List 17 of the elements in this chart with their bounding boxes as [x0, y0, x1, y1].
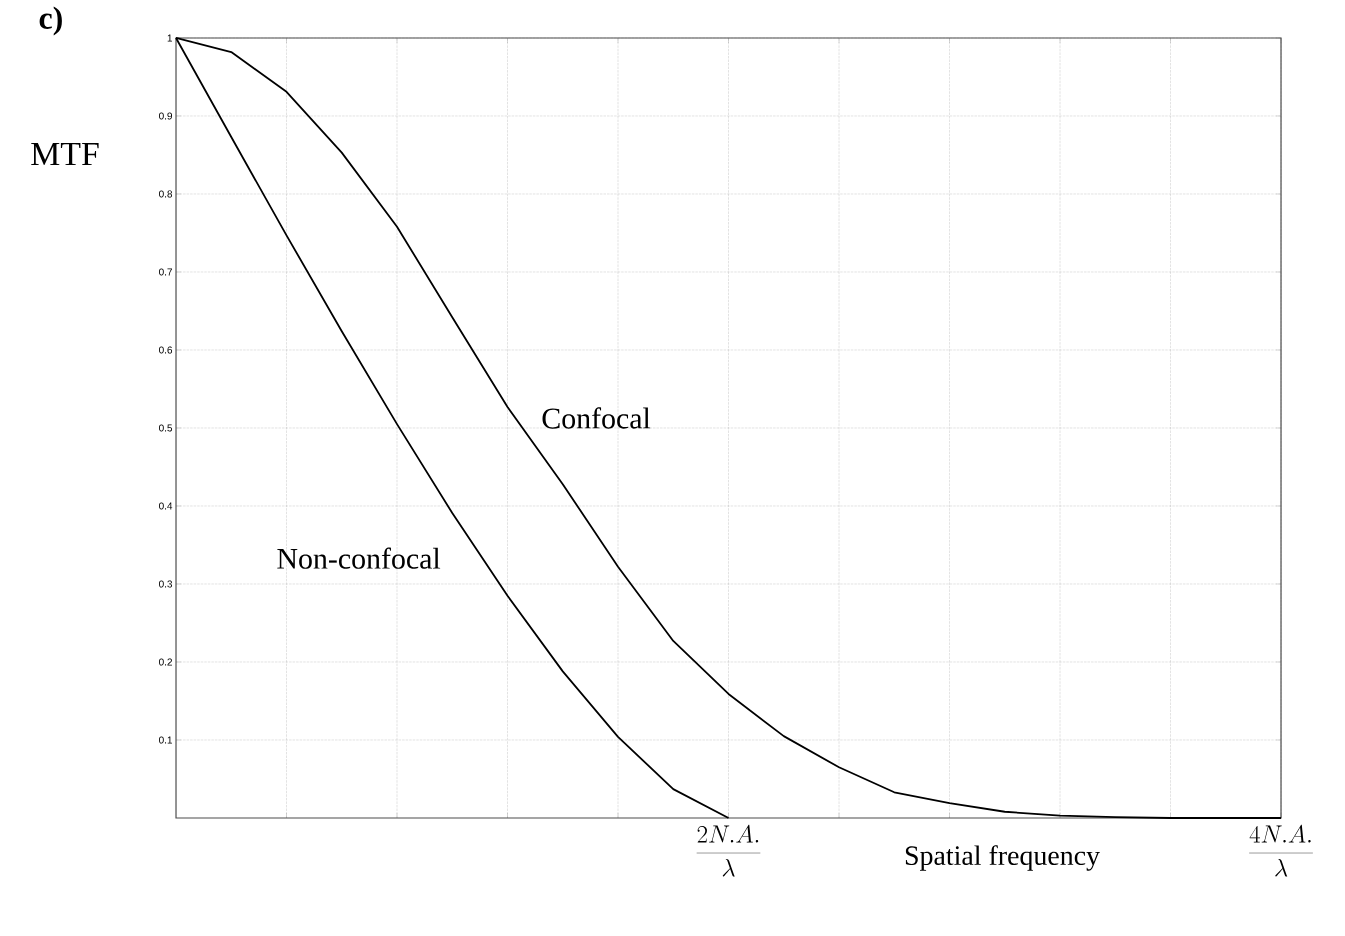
- y-tick-label: 0.7: [159, 268, 172, 276]
- series-label: Non-confocal: [277, 547, 441, 569]
- y-tick-label: 0.8: [159, 190, 173, 198]
- y-tick-label: 0.9: [159, 112, 173, 120]
- x-tick-label: $\frac{4N.A.}{\lambda}$: [1249, 824, 1313, 877]
- x-axis-title: Spatial frequency: [905, 845, 1100, 871]
- y-tick-label: 0.1: [159, 736, 173, 744]
- x-tick-label: $\frac{2N.A.}{\lambda}$: [696, 824, 761, 877]
- y-tick-label: 1: [167, 34, 173, 42]
- chart-title: c): [39, 6, 62, 36]
- y-tick-label: 0.4: [159, 502, 173, 510]
- y-tick-label: 0.2: [159, 658, 172, 666]
- series-label: Confocal: [542, 407, 651, 429]
- y-tick-label: 0.5: [159, 424, 173, 432]
- y-axis-title: MTF: [31, 142, 99, 166]
- y-tick-label: 0.6: [159, 346, 173, 354]
- y-tick-label: 0.3: [159, 580, 173, 588]
